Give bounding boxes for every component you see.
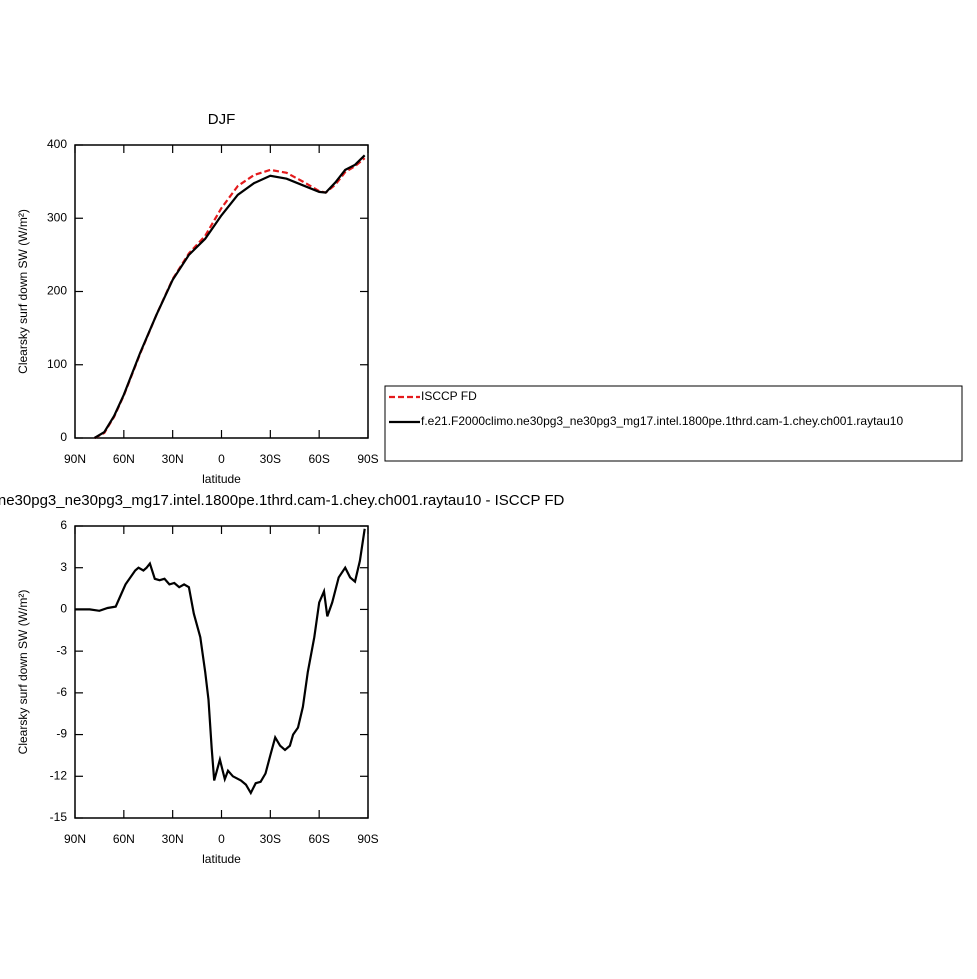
x-tick-label: 30N [162,832,184,846]
x-tick-label: 90N [64,452,86,466]
chart-title: f.e21.F2000climo.ne30pg3_ne30pg3_mg17.in… [0,492,565,509]
x-tick-label: 60S [308,832,329,846]
legend-box [384,385,963,462]
plot-frame [74,525,369,819]
data-line [93,157,366,439]
y-tick-label: 200 [47,284,67,298]
chart-title: DJF [208,111,236,128]
x-tick-label: 0 [218,832,225,846]
x-tick-label: 60N [113,452,135,466]
x-tick-label: 60N [113,832,135,846]
data-line [75,528,366,796]
x-tick-label: 0 [218,452,225,466]
y-tick-label: -9 [56,727,67,741]
y-tick-label: 0 [60,602,67,616]
x-tick-label: 90S [357,452,378,466]
x-tick-label: 30S [260,452,281,466]
y-tick-label: 0 [60,430,67,444]
y-tick-label: -15 [50,810,68,824]
y-tick-label: 100 [47,357,67,371]
x-tick-label: 60S [308,452,329,466]
legend-label: f.e21.F2000climo.ne30pg3_ne30pg3_mg17.in… [421,414,903,428]
y-tick-label: 3 [60,560,67,574]
y-tick-label: 300 [47,210,67,224]
y-tick-label: -12 [50,768,68,782]
plot-frame [74,144,369,439]
x-tick-label: 30N [162,452,184,466]
y-tick-label: -3 [56,643,67,657]
y-tick-label: 6 [60,518,67,532]
data-line [93,154,366,439]
y-tick-label: -6 [56,685,67,699]
x-axis-label: latitude [202,852,241,866]
x-tick-label: 30S [260,832,281,846]
y-axis-label: Clearsky surf down SW (W/m²) [16,209,30,374]
x-axis-label: latitude [202,472,241,486]
y-tick-label: 400 [47,137,67,151]
x-tick-label: 90N [64,832,86,846]
y-axis-label: Clearsky surf down SW (W/m²) [16,590,30,755]
legend-label: ISCCP FD [421,389,477,403]
x-tick-label: 90S [357,832,378,846]
